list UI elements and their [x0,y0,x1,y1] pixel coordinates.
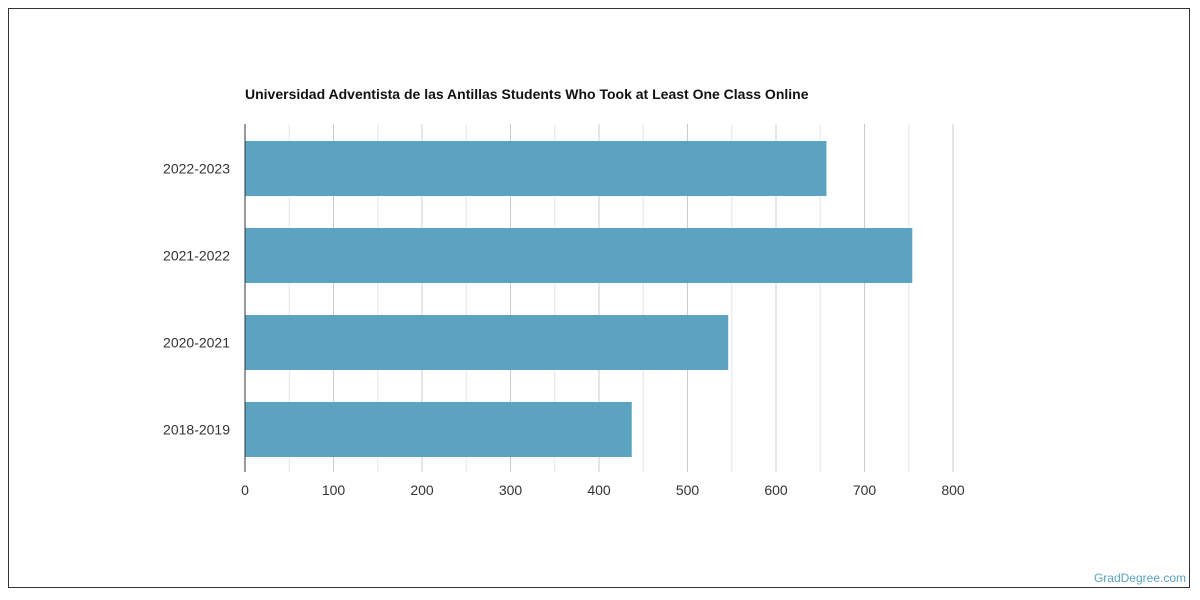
bar-2022-2023 [245,141,827,196]
x-tick-label: 500 [676,482,700,498]
x-tick-label: 600 [764,482,788,498]
x-tick-label: 400 [587,482,611,498]
category-label: 2018-2019 [163,422,230,438]
x-tick-label: 0 [241,482,249,498]
x-tick-label: 300 [499,482,523,498]
bars [245,141,913,457]
x-tick-label: 800 [941,482,965,498]
category-label: 2021-2022 [163,248,230,264]
x-tick-label: 100 [322,482,346,498]
bar-2021-2022 [245,228,913,283]
watermark: GradDegree.com [1093,571,1186,585]
chart-title: Universidad Adventista de las Antillas S… [245,86,809,102]
bar-2018-2019 [245,402,632,457]
x-tick-label: 200 [410,482,434,498]
x-tick-label: 700 [853,482,877,498]
category-label: 2022-2023 [163,161,230,177]
category-label: 2020-2021 [163,335,230,351]
bar-2020-2021 [245,315,729,370]
labels: 2022-2023 2021-2022 2020-2021 2018-2019 0 100… [163,161,965,499]
